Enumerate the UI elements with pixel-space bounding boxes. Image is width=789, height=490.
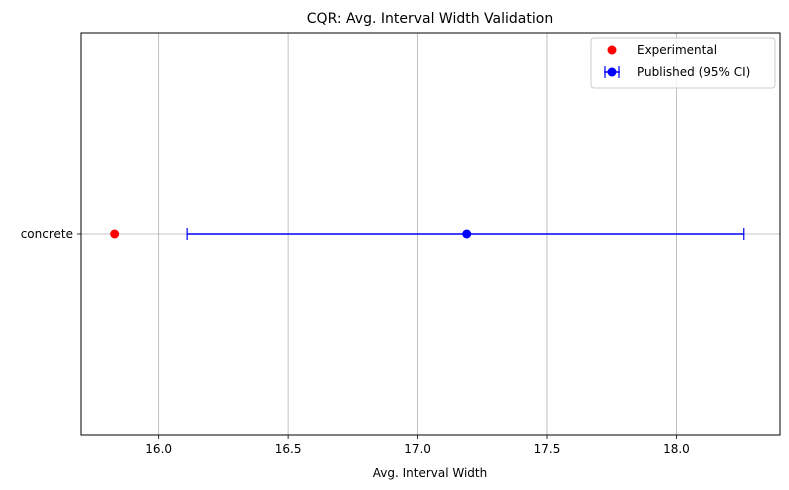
legend-marker-experimental	[607, 45, 617, 55]
legend-label-published: Published (95% CI)	[637, 65, 750, 79]
x-tick-label: 17.0	[404, 442, 431, 456]
chart-title: CQR: Avg. Interval Width Validation	[307, 11, 553, 27]
x-tick-label: 18.0	[663, 442, 690, 456]
x-axis-label: Avg. Interval Width	[373, 466, 488, 480]
legend-box	[590, 37, 776, 89]
tick-layer: 16.0 16.5 17.0 17.5 18.0 concrete	[21, 227, 690, 456]
x-tick-label: 16.5	[275, 442, 302, 456]
legend-label-experimental: Experimental	[637, 43, 717, 57]
x-tick-label: 16.0	[145, 442, 172, 456]
published-point	[462, 229, 472, 239]
legend-marker-published	[607, 67, 617, 77]
x-tick-label: 17.5	[534, 442, 561, 456]
legend: Experimental Published (95% CI)	[590, 37, 776, 89]
experimental-point	[110, 229, 120, 239]
y-tick-label: concrete	[21, 227, 73, 241]
data-layer	[110, 228, 745, 240]
